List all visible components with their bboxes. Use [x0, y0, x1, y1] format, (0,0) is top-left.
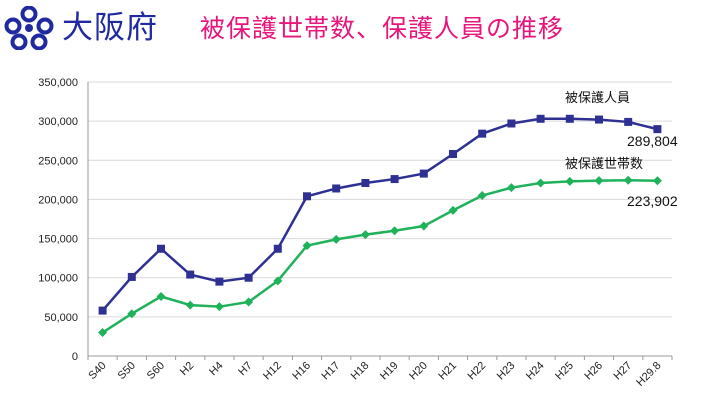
x-tick-label: H17 [320, 360, 343, 383]
page-title: 被保護世帯数、保護人員の推移 [200, 14, 565, 43]
org-name: 大阪府 [62, 10, 158, 46]
x-tick-label: H29.8 [634, 360, 663, 389]
data-point [244, 297, 254, 307]
grid [88, 81, 672, 318]
data-point [565, 176, 575, 186]
axes: 0 50,000 100,000 150,000 200,000 250,000 300,0… [38, 77, 673, 389]
data-point [332, 184, 341, 193]
x-tick-label: H18 [349, 360, 372, 383]
data-point [506, 183, 516, 193]
y-tick-label: 250,000 [38, 155, 78, 167]
osaka-prefecture-emblem-icon [4, 6, 54, 50]
x-tick-label: H12 [261, 360, 284, 383]
data-point [360, 230, 370, 240]
data-point [127, 272, 136, 281]
x-tick-label: H19 [378, 360, 401, 383]
data-point [448, 205, 458, 215]
series-name-label: 被保護世帯数 [565, 156, 643, 172]
data-point [157, 244, 165, 253]
end-value-label: 223,902 [627, 193, 678, 209]
data-point [449, 150, 457, 159]
data-point [536, 114, 545, 123]
data-point [390, 226, 400, 236]
data-point [273, 244, 282, 253]
data-point [302, 241, 312, 251]
x-tick-label: H22 [466, 360, 489, 383]
series [98, 114, 662, 338]
x-tick-label: H2 [178, 360, 196, 378]
x-tick-label: H25 [553, 360, 576, 383]
data-point [244, 273, 253, 282]
x-tick-label: H23 [495, 360, 518, 383]
data-point [98, 328, 108, 338]
series-name-label: 被保護人員 [565, 90, 630, 106]
data-point [507, 119, 516, 128]
data-point [595, 115, 603, 124]
data-point [390, 175, 399, 184]
header: 大阪府 被保護世帯数、保護人員の推移 [0, 0, 712, 60]
data-point [156, 292, 166, 302]
data-point [331, 234, 341, 244]
x-tick-label: H27 [612, 360, 635, 383]
data-point [594, 176, 604, 186]
x-tick-label: H7 [236, 360, 254, 378]
data-point [98, 306, 107, 315]
data-point [186, 270, 195, 279]
data-point [623, 175, 633, 185]
y-tick-label: 50,000 [44, 312, 78, 324]
data-point [565, 114, 574, 123]
data-point [127, 309, 137, 319]
data-point [478, 129, 487, 138]
x-tick-label: S40 [86, 360, 108, 382]
x-tick-label: S60 [145, 360, 167, 382]
y-tick-label: 0 [72, 351, 78, 363]
y-tick-label: 350,000 [38, 77, 78, 89]
data-point [419, 221, 429, 231]
end-value-label: 289,804 [627, 133, 678, 149]
data-point [273, 276, 283, 286]
y-tick-label: 300,000 [38, 116, 78, 128]
data-point [215, 277, 224, 286]
x-tick-label: H26 [582, 360, 605, 383]
x-tick-label: H24 [524, 360, 547, 383]
y-tick-label: 150,000 [38, 234, 78, 246]
labels: 被保護人員 289,804 被保護世帯数 223,902 [565, 90, 678, 209]
x-tick-label: H4 [207, 360, 225, 378]
x-tick-label: S50 [116, 360, 138, 382]
data-point [477, 191, 487, 201]
data-point [419, 169, 428, 178]
data-point [361, 178, 370, 187]
data-point [624, 117, 633, 126]
y-tick-label: 100,000 [38, 273, 78, 285]
y-tick-label: 200,000 [38, 194, 78, 206]
data-point [185, 300, 195, 310]
x-tick-label: H16 [290, 360, 313, 383]
series-line [101, 178, 658, 334]
data-point [652, 176, 662, 186]
data-point [653, 125, 662, 134]
series-line [101, 117, 658, 312]
data-point [303, 192, 311, 201]
data-point [536, 178, 546, 188]
x-tick-label: H20 [407, 360, 430, 383]
x-tick-label: H21 [436, 360, 459, 383]
data-point [214, 302, 224, 312]
